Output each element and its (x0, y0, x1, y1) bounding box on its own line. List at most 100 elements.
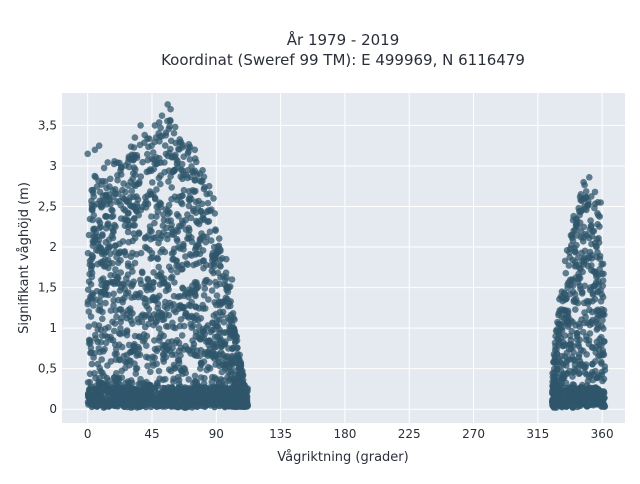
data-point (222, 269, 230, 277)
data-point (149, 395, 156, 403)
data-point (570, 212, 577, 220)
data-point (578, 386, 585, 394)
data-point (153, 160, 160, 168)
data-point (123, 314, 130, 322)
data-point (112, 242, 119, 249)
data-point (170, 249, 177, 256)
data-point (142, 353, 150, 361)
data-point (167, 105, 174, 113)
data-point (131, 360, 138, 368)
data-point (179, 141, 187, 149)
data-point (178, 397, 185, 404)
data-point (200, 173, 208, 181)
data-point (148, 155, 156, 162)
data-point (132, 182, 139, 190)
data-point (130, 156, 137, 163)
data-point (220, 329, 228, 336)
data-point (187, 302, 194, 310)
data-point (566, 276, 574, 284)
data-point (154, 255, 162, 263)
data-point (171, 389, 178, 397)
data-point (118, 374, 126, 381)
data-point (550, 358, 557, 366)
data-point (184, 150, 192, 157)
data-point (127, 253, 135, 260)
data-point (88, 204, 96, 212)
data-point (210, 269, 217, 277)
data-point (585, 234, 593, 242)
data-point (579, 328, 587, 336)
data-point (158, 112, 166, 119)
data-point (176, 293, 184, 300)
data-point (168, 351, 176, 359)
data-point (188, 404, 196, 411)
data-point (553, 345, 560, 353)
data-point (103, 213, 111, 220)
data-point (146, 135, 153, 142)
data-point (110, 297, 117, 304)
data-point (185, 202, 193, 210)
data-point (170, 292, 178, 300)
data-point (151, 337, 158, 344)
data-point (149, 179, 156, 186)
data-point (143, 393, 151, 401)
data-point (153, 186, 160, 193)
data-point (167, 117, 174, 125)
data-point (187, 320, 194, 328)
data-point (193, 171, 201, 178)
data-point (122, 162, 129, 169)
data-point (569, 404, 576, 411)
data-point (573, 241, 580, 249)
data-point (600, 375, 608, 383)
data-point (148, 167, 155, 175)
data-point (224, 392, 231, 400)
data-point (159, 351, 167, 358)
data-point (123, 351, 131, 359)
y-tick-label: 0,5 (38, 362, 57, 376)
data-point (84, 150, 91, 158)
data-point (569, 373, 576, 380)
data-point (177, 316, 185, 323)
data-point (110, 327, 118, 335)
data-point (220, 360, 227, 367)
data-point (581, 369, 589, 377)
data-point (588, 388, 596, 396)
data-point (596, 223, 603, 230)
data-point (160, 332, 167, 340)
data-point (124, 260, 132, 267)
data-point (588, 255, 596, 262)
data-point (135, 229, 143, 236)
data-point (566, 356, 573, 363)
data-point (586, 330, 594, 337)
data-point (172, 139, 180, 147)
data-point (166, 149, 173, 157)
data-point (92, 229, 100, 236)
data-point (99, 231, 106, 238)
data-point (590, 371, 597, 378)
data-point (557, 293, 565, 301)
data-point (90, 302, 97, 309)
data-point (576, 393, 583, 401)
data-point (100, 199, 108, 206)
data-point (104, 159, 111, 166)
data-point (202, 305, 209, 312)
data-point (129, 268, 136, 275)
data-point (155, 239, 162, 247)
data-point (201, 350, 209, 358)
data-point (145, 283, 153, 290)
data-point (588, 222, 595, 229)
data-point (110, 227, 117, 234)
data-point (101, 247, 108, 254)
data-point (163, 305, 171, 312)
data-point (161, 159, 168, 166)
data-point (124, 182, 132, 189)
data-point (175, 262, 182, 270)
data-point (243, 392, 250, 400)
data-point (154, 345, 162, 352)
data-point (126, 384, 134, 391)
x-tick-label: 360 (591, 427, 614, 441)
data-point (90, 212, 98, 219)
data-point (192, 328, 200, 336)
data-point (118, 314, 125, 322)
